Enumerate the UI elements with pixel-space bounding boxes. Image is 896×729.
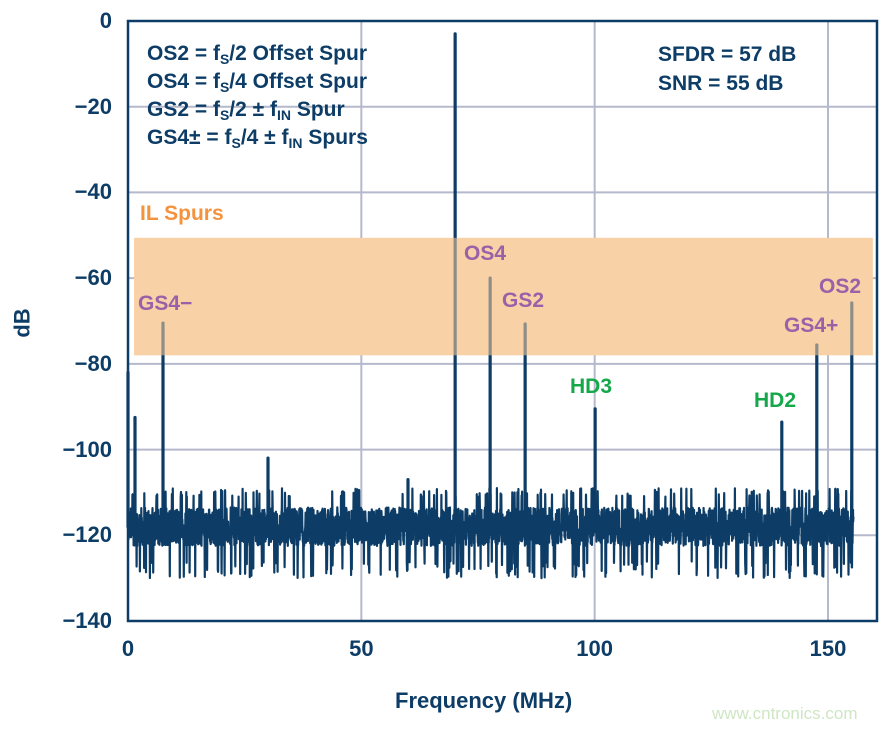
legend-item-os2: OS2 = fS/2 Offset Spur bbox=[147, 42, 367, 67]
x-tick-label: 100 bbox=[576, 636, 614, 661]
peak-label-gs4: GS4+ bbox=[784, 314, 839, 337]
y-tick-label: −140 bbox=[62, 608, 112, 633]
plot-frame bbox=[126, 19, 879, 623]
watermark: www.cntronics.com bbox=[712, 704, 858, 723]
y-tick-label: −80 bbox=[74, 350, 112, 376]
y-tick-label: −20 bbox=[74, 93, 112, 119]
stats: SFDR = 57 dB SNR = 55 dB bbox=[658, 40, 796, 98]
legend-item-gs4: GS4± = fS/4 ± fIN Spurs bbox=[147, 126, 368, 151]
il-spurs-band-overlay bbox=[134, 237, 873, 356]
x-tick-label: 150 bbox=[809, 636, 847, 661]
y-axis-label: dB bbox=[9, 308, 35, 338]
y-tick-label: −40 bbox=[74, 179, 112, 205]
peak-label-os4: OS4 bbox=[464, 242, 507, 265]
y-tick-label: −100 bbox=[62, 436, 112, 462]
y-tick-label: −120 bbox=[62, 522, 112, 548]
legend-item-os4: OS4 = fS/4 Offset Spur bbox=[147, 70, 367, 95]
y-tick-label: 0 bbox=[99, 8, 112, 33]
peak-label-hd2: HD2 bbox=[754, 389, 797, 412]
x-tick-label: 0 bbox=[121, 636, 135, 661]
x-tick-label: 50 bbox=[349, 636, 374, 661]
sfdr-text: SFDR = 57 dB bbox=[658, 43, 797, 66]
band-label: IL Spurs bbox=[140, 202, 224, 225]
y-tick-label: −60 bbox=[74, 265, 112, 291]
peak-label-gs4: GS4− bbox=[138, 292, 193, 315]
legend: OS2 = fS/2 Offset Spur OS4 = fS/4 Offset… bbox=[147, 40, 368, 152]
peak-label-os2: OS2 bbox=[819, 275, 862, 298]
snr-text: SNR = 55 dB bbox=[658, 72, 784, 95]
legend-item-gs2: GS2 = fS/2 ± fIN Spur bbox=[147, 98, 345, 123]
peak-label-gs2: GS2 bbox=[502, 289, 545, 312]
peak-label-hd3: HD3 bbox=[570, 375, 613, 398]
x-axis-label: Frequency (MHz) bbox=[395, 688, 573, 713]
